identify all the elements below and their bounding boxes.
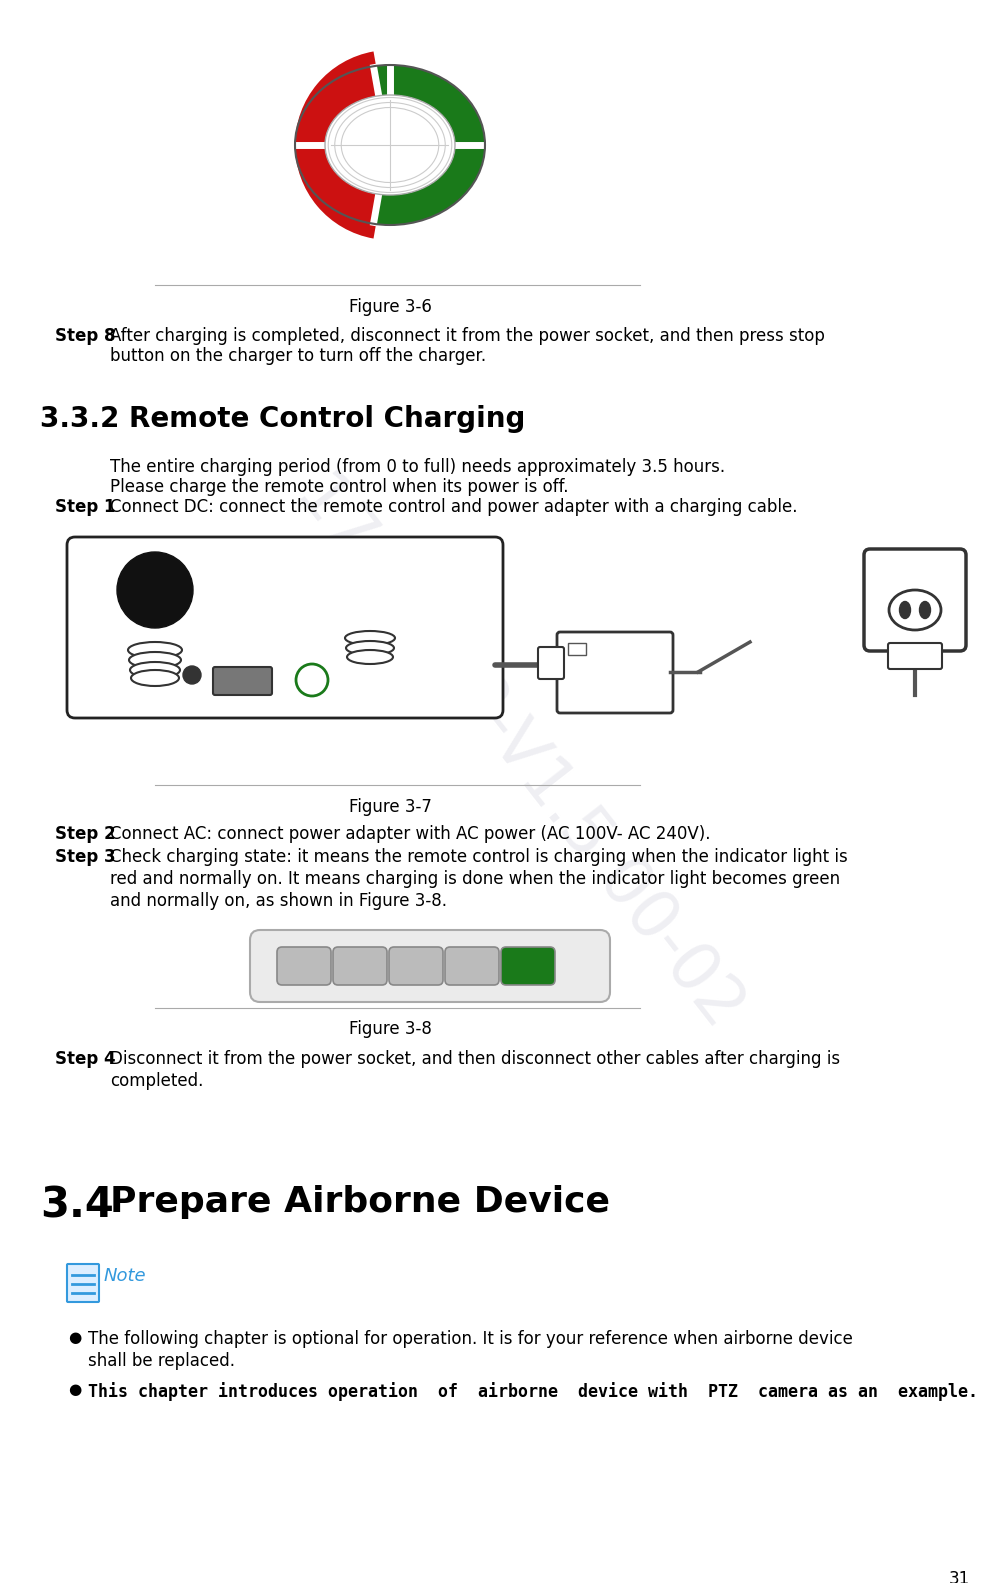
Circle shape: [117, 552, 193, 628]
Ellipse shape: [325, 95, 455, 195]
Ellipse shape: [920, 602, 931, 619]
Text: Figure 3-6: Figure 3-6: [349, 298, 432, 317]
Ellipse shape: [131, 670, 179, 685]
Text: 3.4: 3.4: [40, 1186, 114, 1227]
Text: Step 8: Step 8: [55, 328, 115, 345]
Text: red and normally on. It means charging is done when the indicator light becomes : red and normally on. It means charging i…: [110, 871, 840, 888]
FancyBboxPatch shape: [277, 947, 331, 985]
Text: Step 4: Step 4: [55, 1050, 115, 1069]
Ellipse shape: [325, 95, 455, 195]
Text: ●: ●: [68, 1330, 81, 1346]
FancyBboxPatch shape: [67, 1263, 99, 1301]
Text: button on the charger to turn off the charger.: button on the charger to turn off the ch…: [110, 347, 486, 366]
Text: shall be replaced.: shall be replaced.: [88, 1352, 235, 1369]
FancyBboxPatch shape: [213, 666, 272, 695]
Ellipse shape: [129, 652, 181, 668]
Ellipse shape: [347, 651, 393, 663]
Text: Connect DC: connect the remote control and power adapter with a charging cable.: Connect DC: connect the remote control a…: [110, 499, 798, 516]
FancyBboxPatch shape: [864, 549, 966, 651]
Wedge shape: [295, 51, 390, 239]
Text: Prepare Airborne Device: Prepare Airborne Device: [110, 1186, 610, 1219]
Ellipse shape: [130, 662, 180, 678]
Ellipse shape: [900, 602, 911, 619]
Ellipse shape: [128, 643, 182, 659]
Text: completed.: completed.: [110, 1072, 203, 1091]
FancyBboxPatch shape: [67, 537, 503, 719]
Text: Step 2: Step 2: [55, 825, 115, 844]
FancyBboxPatch shape: [557, 632, 673, 712]
Text: Check charging state: it means the remote control is charging when the indicator: Check charging state: it means the remot…: [110, 848, 848, 866]
Text: Connect AC: connect power adapter with AC power (AC 100V- AC 240V).: Connect AC: connect power adapter with A…: [110, 825, 710, 844]
Text: Figure 3-8: Figure 3-8: [349, 1019, 432, 1038]
Text: This chapter introduces operation  of  airborne  device with  PTZ  camera as an : This chapter introduces operation of air…: [88, 1382, 978, 1401]
Bar: [568, 643, 586, 655]
Text: The entire charging period (from 0 to full) needs approximately 3.5 hours.: The entire charging period (from 0 to fu…: [110, 457, 725, 476]
Ellipse shape: [889, 590, 941, 630]
Text: The following chapter is optional for operation. It is for your reference when a: The following chapter is optional for op…: [88, 1330, 853, 1349]
Ellipse shape: [345, 632, 395, 644]
Circle shape: [183, 666, 201, 684]
FancyBboxPatch shape: [250, 929, 610, 1002]
Ellipse shape: [325, 95, 455, 195]
Ellipse shape: [295, 65, 485, 225]
FancyBboxPatch shape: [888, 643, 942, 670]
FancyBboxPatch shape: [538, 647, 564, 679]
Text: Figure 3-7: Figure 3-7: [349, 798, 432, 815]
Text: 1780b48-V1.5 00-02: 1780b48-V1.5 00-02: [284, 461, 757, 1040]
Text: and normally on, as shown in Figure 3-8.: and normally on, as shown in Figure 3-8.: [110, 891, 447, 910]
Text: Note: Note: [104, 1266, 146, 1285]
FancyBboxPatch shape: [389, 947, 443, 985]
Text: 31: 31: [949, 1570, 970, 1583]
Text: 3.3.2 Remote Control Charging: 3.3.2 Remote Control Charging: [40, 405, 525, 434]
Text: Disconnect it from the power socket, and then disconnect other cables after char: Disconnect it from the power socket, and…: [110, 1050, 840, 1069]
FancyBboxPatch shape: [333, 947, 387, 985]
FancyBboxPatch shape: [445, 947, 499, 985]
Text: Step 3: Step 3: [55, 848, 115, 866]
Ellipse shape: [346, 641, 394, 655]
Text: ●: ●: [68, 1382, 81, 1398]
Text: Please charge the remote control when its power is off.: Please charge the remote control when it…: [110, 478, 568, 495]
Text: Step 1: Step 1: [55, 499, 115, 516]
FancyBboxPatch shape: [501, 947, 555, 985]
Text: After charging is completed, disconnect it from the power socket, and then press: After charging is completed, disconnect …: [110, 328, 825, 345]
